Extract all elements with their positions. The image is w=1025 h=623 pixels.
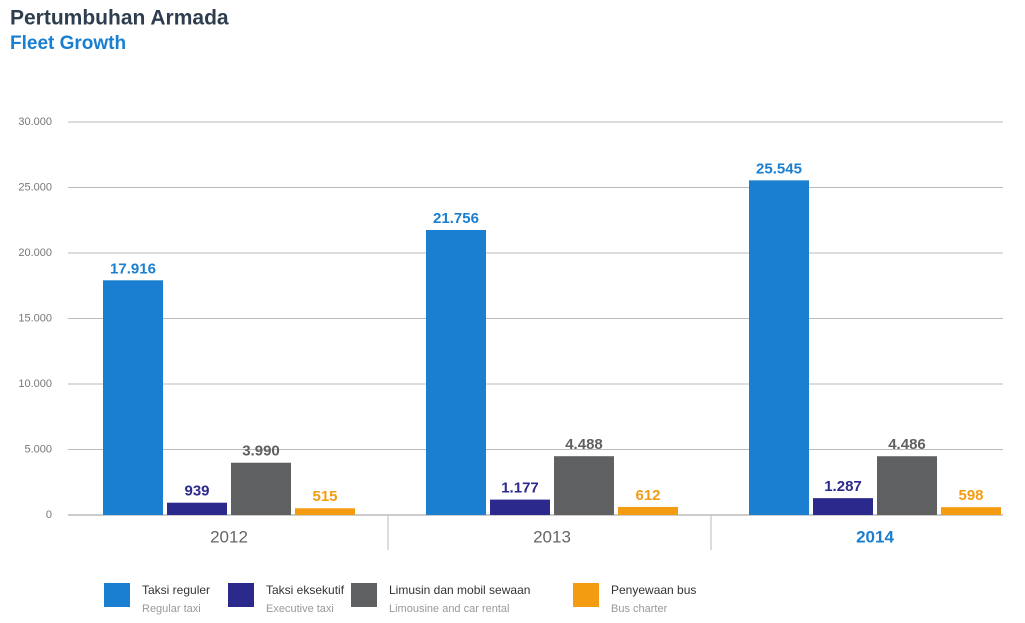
legend-label-en: Regular taxi [142, 603, 201, 615]
y-tick-label: 10.000 [18, 378, 52, 390]
x-tick-label: 2014 [856, 527, 894, 546]
data-label: 612 [635, 487, 660, 504]
data-label: 17.916 [110, 260, 156, 277]
y-tick-label: 25.000 [18, 181, 52, 193]
data-label: 939 [184, 483, 209, 500]
data-label: 4.488 [565, 436, 603, 453]
bar [618, 507, 678, 515]
legend-label: Taksi reguler [142, 583, 210, 597]
y-tick-label: 5.000 [24, 443, 52, 455]
legend-label: Limusin dan mobil sewaan [389, 583, 530, 597]
bar [749, 180, 809, 515]
x-tick-label: 2012 [210, 527, 248, 546]
legend-label-en: Executive taxi [266, 603, 334, 615]
chart-subtitle: Fleet Growth [10, 33, 126, 54]
x-tick-label: 2013 [533, 527, 571, 546]
bar [813, 498, 873, 515]
legend-swatch [573, 583, 599, 607]
legend-swatch [351, 583, 377, 607]
data-label: 598 [958, 487, 983, 504]
y-tick-label: 30.000 [18, 116, 52, 128]
bar [231, 463, 291, 515]
y-tick-label: 15.000 [18, 312, 52, 324]
data-label: 515 [312, 488, 337, 505]
bar [490, 500, 550, 515]
data-label: 3.990 [242, 443, 280, 460]
legend-swatch [104, 583, 130, 607]
y-tick-label: 20.000 [18, 247, 52, 259]
legend-label-en: Bus charter [611, 603, 668, 615]
legend-label-en: Limousine and car rental [389, 603, 509, 615]
data-label: 1.177 [501, 480, 539, 497]
bar [554, 456, 614, 515]
bar [103, 280, 163, 515]
bar [877, 456, 937, 515]
chart: Pertumbuhan Armada Fleet Growth 0 5.000 10… [0, 0, 1025, 623]
legend-label: Taksi eksekutif [266, 583, 345, 597]
data-label: 25.545 [756, 160, 802, 177]
bar [941, 507, 1001, 515]
y-tick-label: 0 [46, 509, 52, 521]
chart-title: Pertumbuhan Armada [10, 7, 229, 30]
bar [426, 230, 486, 515]
legend-swatch [228, 583, 254, 607]
data-label: 1.287 [824, 478, 862, 495]
data-label: 21.756 [433, 210, 479, 227]
data-label: 4.486 [888, 436, 926, 453]
bar [167, 503, 227, 515]
legend-label: Penyewaan bus [611, 583, 696, 597]
bar [295, 508, 355, 515]
